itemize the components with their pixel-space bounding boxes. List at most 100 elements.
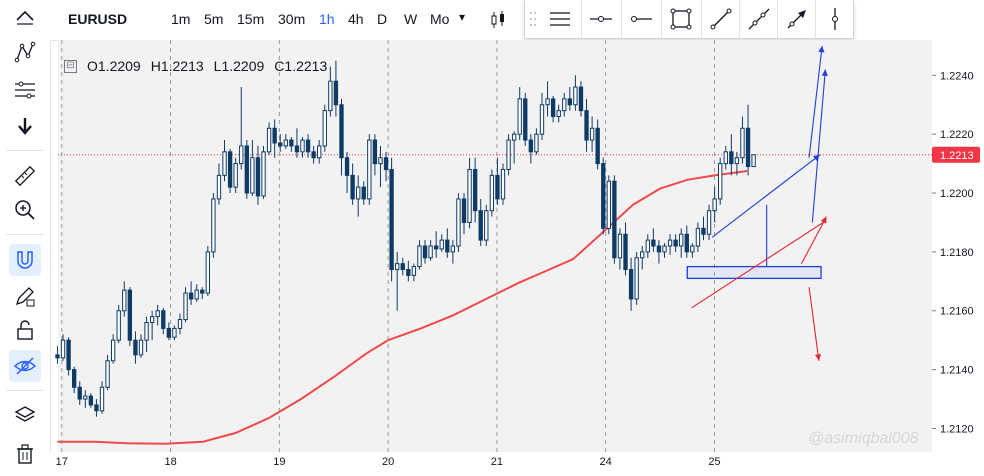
candle-body [83, 395, 88, 400]
arrow-tool[interactable] [780, 4, 814, 34]
zoom-tool-button[interactable] [9, 194, 41, 226]
candle-body [317, 145, 322, 159]
horizontal-lines-tool[interactable] [543, 4, 577, 34]
x-tick-label: 17 [56, 456, 68, 468]
toolbar-divider [661, 0, 662, 38]
toolbar-divider [6, 150, 44, 151]
candle-body [127, 289, 133, 341]
magnet-icon [17, 251, 33, 269]
ruler-tool-button[interactable] [9, 160, 41, 192]
horizontal-line-icon [590, 16, 612, 22]
timeframe-15m[interactable]: 15m [237, 11, 265, 27]
price-axis[interactable] [932, 40, 984, 452]
crosshair-tool-button[interactable] [9, 0, 41, 32]
candle-body [356, 186, 361, 200]
toolbar-divider [777, 0, 778, 38]
ruler-icon [14, 165, 36, 187]
vertical-line-tool[interactable] [818, 4, 852, 34]
toolbar-divider [815, 0, 816, 38]
candle-body [573, 86, 578, 106]
y-tick-label: 1.2120 [940, 423, 974, 435]
candle-body [556, 110, 561, 118]
ray-icon [748, 8, 770, 30]
arrow-line-icon [787, 10, 806, 29]
collapse-legend-icon[interactable]: ⊟ [64, 59, 77, 73]
toolbar-divider [701, 0, 702, 38]
trend-line-tool[interactable] [704, 4, 738, 34]
y-tick-label: 1.2240 [940, 70, 974, 82]
candle-body [450, 245, 456, 253]
candle-body [188, 292, 194, 300]
trend-line-icon [710, 8, 732, 30]
candle-body [400, 263, 405, 271]
candle-body [751, 154, 756, 168]
candle-body [205, 251, 210, 294]
candle-body [456, 198, 461, 247]
candle-body [200, 289, 205, 294]
lock-all-button[interactable] [9, 314, 41, 346]
rectangle-tool[interactable] [664, 4, 698, 34]
candle-body [328, 80, 333, 112]
candle-body [523, 98, 528, 141]
candle-body [133, 339, 138, 356]
candle-body [662, 245, 667, 253]
candle-body [333, 80, 339, 106]
candle-body [589, 127, 595, 141]
moving-average-line [57, 170, 748, 445]
candle-body [729, 151, 734, 165]
candle-body [517, 98, 522, 135]
candle-body [745, 127, 751, 168]
candle-body [144, 322, 149, 341]
candle-body [149, 316, 155, 324]
timeframe-w[interactable]: W [404, 11, 418, 27]
zoom-in-icon [15, 200, 35, 220]
candles-chart-type-icon[interactable] [490, 10, 506, 35]
remove-drawings-button[interactable] [9, 438, 41, 470]
candle-body [239, 145, 244, 165]
timeframe-30m[interactable]: 30m [278, 11, 306, 27]
chevron-down-icon[interactable]: ▾ [459, 10, 466, 24]
candle-body [283, 139, 288, 147]
candle-body [562, 98, 567, 112]
candle-body [634, 257, 639, 300]
candle-body [294, 145, 300, 153]
timeframe-1m[interactable]: 1m [171, 11, 191, 27]
candle-body [550, 98, 556, 118]
candle-body [461, 198, 467, 223]
drag-handle-icon[interactable] [525, 4, 541, 34]
layers-icon [14, 406, 36, 422]
candle-body [194, 289, 199, 300]
timeframe-5m[interactable]: 5m [204, 11, 224, 27]
symbol-search-button[interactable]: EURUSD [68, 11, 128, 27]
red-target-arrow-right [800, 216, 827, 264]
hide-drawings-button[interactable] [9, 350, 41, 382]
candle-body [712, 198, 717, 212]
candle-body [250, 157, 255, 194]
fib-tool-button[interactable] [9, 74, 41, 106]
timeframe-1h[interactable]: 1h [319, 11, 335, 27]
horizontal-ray-icon [631, 16, 652, 22]
horizontal-line-tool[interactable] [584, 4, 618, 34]
candle-body [601, 163, 606, 229]
arrow-tool-button[interactable] [9, 110, 41, 142]
blue-target-arrow-1-head [818, 45, 825, 53]
candle-body [110, 339, 116, 362]
timeframe-d[interactable]: D [377, 11, 388, 27]
candle-body [66, 339, 71, 371]
pattern-tool-button[interactable] [9, 36, 41, 68]
time-axis[interactable] [50, 452, 984, 476]
object-tree-button[interactable] [9, 400, 41, 432]
unlock-icon [17, 320, 33, 340]
ray-tool[interactable] [742, 4, 776, 34]
lock-drawing-button[interactable] [9, 280, 41, 312]
timeframe-mo[interactable]: Mo [430, 11, 450, 27]
candle-body [71, 369, 77, 388]
toolbar-divider [6, 390, 44, 391]
timeframe-4h[interactable]: 4h [348, 11, 364, 27]
candle-body [545, 98, 550, 106]
candle-body [378, 157, 383, 165]
candle-body [718, 163, 723, 200]
horizontal-ray-tool[interactable] [624, 4, 658, 34]
magnet-tool-button[interactable] [9, 244, 41, 276]
